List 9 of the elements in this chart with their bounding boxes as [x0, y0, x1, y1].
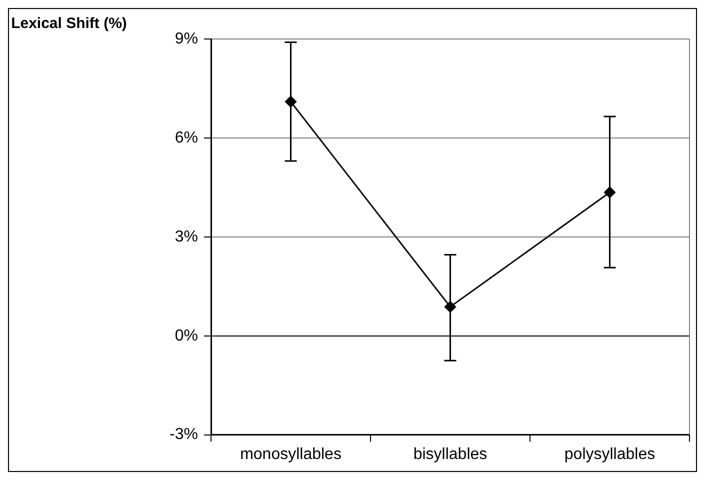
y-tick-label: 3% [174, 228, 198, 246]
x-tick-label: polysyllables [564, 446, 656, 463]
y-tick-label: 0% [174, 327, 198, 344]
y-axis-title: Lexical Shift (%) [10, 14, 128, 34]
x-tick-label: bisyllables [413, 446, 488, 463]
y-tick-label: -3% [170, 426, 198, 444]
y-tick-label: 9% [174, 30, 198, 48]
y-tick-label: 6% [174, 129, 198, 146]
x-tick-label: monosyllables [240, 446, 342, 463]
